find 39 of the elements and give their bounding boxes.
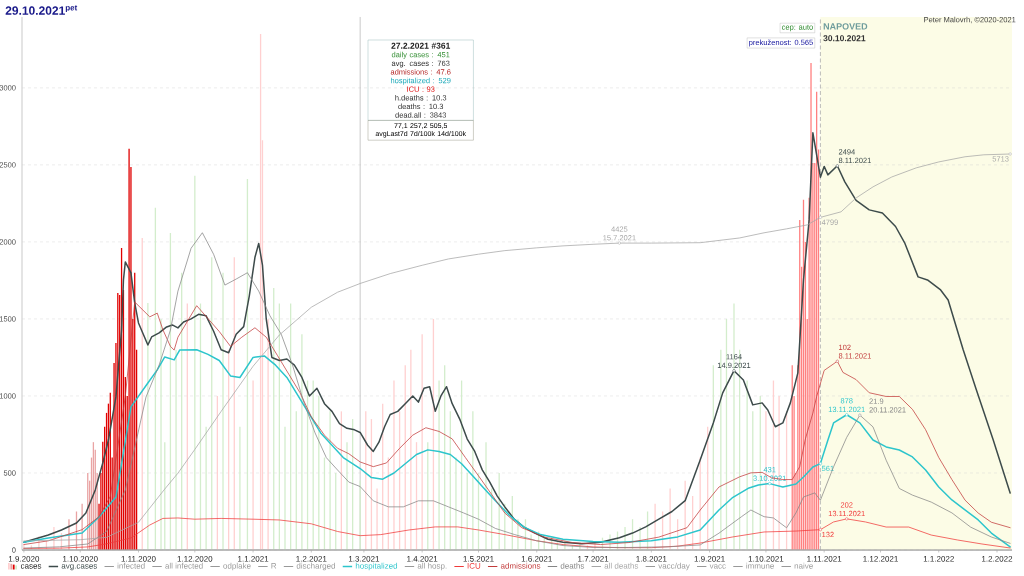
legend-label: cases <box>20 564 42 569</box>
x-tick-label: 1.12.2021 <box>863 556 898 562</box>
legend-label: ICU <box>467 563 481 569</box>
legend-label: all deaths <box>604 562 639 569</box>
legend-label: infected <box>117 562 145 569</box>
legend-label: vacc/day <box>658 562 690 571</box>
x-tick-label: 1.10.2021 <box>748 556 784 562</box>
x-tick-label: 1.1.2021 <box>238 556 269 562</box>
x-tick-label: 1.11.2021 <box>807 556 842 562</box>
band-label: NAPOVED <box>823 23 868 30</box>
x-tick-label: 1.2.2021 <box>296 556 327 562</box>
x-tick-label: 1.4.2021 <box>407 556 438 562</box>
annotation: 27.2.2021 #361 <box>391 42 451 49</box>
x-tick-label: 1.2.2022 <box>982 556 1013 562</box>
legend-label: deaths <box>560 562 585 569</box>
legend-label: all hosp. <box>417 562 447 571</box>
x-tick-label: 1.8.2021 <box>636 556 667 562</box>
legend-label: odplake <box>223 562 251 571</box>
x-tick-label: 1.6.2021 <box>521 556 552 562</box>
x-tick-label: 1.7.2021 <box>578 556 609 562</box>
x-tick-label: 1.1.2022 <box>923 556 954 562</box>
legend-label: vacc <box>709 564 726 569</box>
legend-label: all infected <box>165 562 203 569</box>
chart-title: 29.10.2021$^{pet}$ <box>5 5 78 15</box>
legend-label: admissions <box>500 562 541 569</box>
x-tick-label: 1.10.2020 <box>63 556 98 562</box>
legend-label: R <box>271 563 277 569</box>
legend-label: avg.cases <box>61 564 98 571</box>
x-tick-label: 1.11.2020 <box>121 556 156 562</box>
legend-label: immune <box>746 562 774 569</box>
x-tick-label: 1.9.2020 <box>8 556 40 562</box>
legend-label: discharged <box>296 562 336 571</box>
legend-label: hospitalized <box>355 562 398 571</box>
x-tick-label: 1.12.2020 <box>177 556 213 562</box>
x-tick-label: 1.3.2021 <box>348 556 380 562</box>
x-tick-label: 1.5.2021 <box>463 556 494 562</box>
legend-label: naive <box>794 562 813 569</box>
ref-line-label: 30.10.2021 <box>823 35 866 42</box>
x-tick-label: 1.9.2021 <box>694 556 725 562</box>
